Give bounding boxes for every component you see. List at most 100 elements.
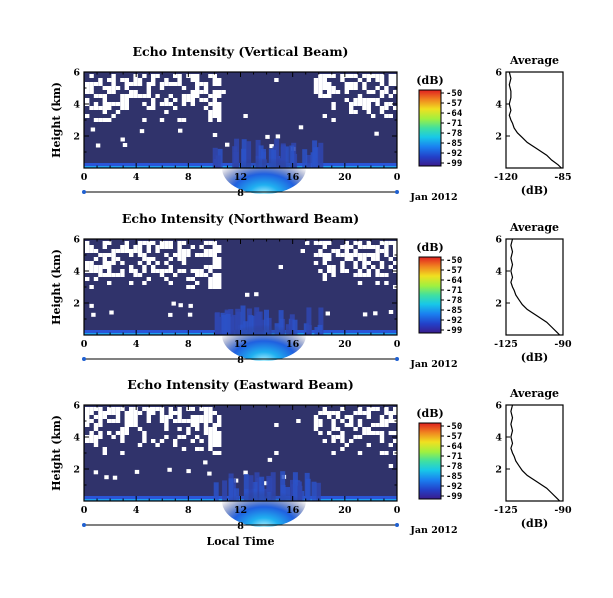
no-data-cell <box>384 411 389 415</box>
no-data-cell <box>186 249 191 253</box>
no-data-cell <box>322 407 327 411</box>
no-data-cell <box>155 94 160 98</box>
day-axis-marker <box>395 357 399 361</box>
no-data-cell <box>85 277 90 281</box>
no-data-cell <box>151 106 156 110</box>
no-data-cell <box>379 78 385 82</box>
colorbar-tick-label: -85 <box>446 472 462 482</box>
no-data-cell <box>353 273 358 277</box>
no-data-cell <box>159 419 165 423</box>
x-tick-label: 16 <box>286 339 300 350</box>
no-data-cell <box>340 419 345 423</box>
no-data-cell <box>357 273 363 277</box>
no-data-cell <box>107 102 112 106</box>
no-data-cell <box>357 423 363 427</box>
average-line <box>510 404 561 502</box>
no-data-cell <box>318 423 323 427</box>
average-y-tick-label: 6 <box>495 401 502 412</box>
no-data-cell <box>85 114 90 118</box>
no-data-cell <box>93 265 99 269</box>
no-data-cell <box>107 261 112 265</box>
no-data-cell <box>137 241 143 245</box>
no-data-cell <box>217 277 222 281</box>
no-data-cell <box>362 98 367 102</box>
no-data-cell <box>349 86 354 90</box>
no-data-cell <box>353 241 358 245</box>
no-data-cell <box>107 265 112 269</box>
heatmap <box>84 405 398 527</box>
average-frame <box>505 238 564 336</box>
no-data-cell <box>353 411 358 415</box>
no-data-cell <box>190 74 195 78</box>
no-data-cell <box>93 269 99 273</box>
no-data-cell <box>199 439 204 443</box>
no-data-cell <box>146 90 151 94</box>
no-data-cell <box>173 443 178 447</box>
no-data-cell <box>208 249 213 253</box>
no-data-cell <box>93 423 99 427</box>
no-data-cell <box>195 74 200 78</box>
no-data-cell <box>274 423 279 427</box>
no-data-cell <box>120 249 125 253</box>
no-data-cell <box>217 285 222 289</box>
no-data-cell <box>146 86 151 90</box>
no-data-cell <box>212 273 217 277</box>
no-data-cell <box>375 78 380 82</box>
no-data-cell <box>344 90 349 94</box>
no-data-cell <box>353 98 358 102</box>
no-data-cell <box>177 241 182 245</box>
no-data-cell <box>375 423 380 427</box>
no-data-cell <box>102 102 107 106</box>
no-data-cell <box>379 415 385 419</box>
no-data-cell <box>142 257 147 261</box>
chart-title: Echo Intensity (Eastward Beam) <box>127 377 354 392</box>
no-data-cell <box>85 86 90 90</box>
no-data-cell <box>349 423 354 427</box>
no-data-cell <box>366 98 371 102</box>
colorbar-tick-label: -64 <box>446 109 463 119</box>
no-data-cell <box>375 249 380 253</box>
no-data-cell <box>89 303 94 308</box>
no-data-cell <box>142 118 147 122</box>
no-data-cell <box>120 427 125 431</box>
no-data-cell <box>85 411 90 415</box>
no-data-cell <box>384 241 389 245</box>
colorbar-tick-label: -99 <box>446 326 462 336</box>
no-data-cell <box>146 82 151 86</box>
no-data-cell <box>349 82 354 86</box>
y-tick-label: 2 <box>73 465 80 476</box>
no-data-cell <box>344 269 349 273</box>
no-data-cell <box>327 269 332 273</box>
no-data-cell <box>375 253 380 257</box>
no-data-cell <box>217 102 222 106</box>
no-data-cell <box>362 86 367 90</box>
no-data-cell <box>111 411 116 415</box>
average-y-tick-label: 2 <box>495 465 502 476</box>
no-data-cell <box>379 249 385 253</box>
no-data-cell <box>120 451 125 455</box>
colorbar-tick-label: -64 <box>446 442 463 452</box>
no-data-cell <box>322 261 327 265</box>
x-tick-label: 16 <box>286 172 300 183</box>
y-tick-label: 6 <box>73 68 80 79</box>
no-data-cell <box>109 310 114 315</box>
no-data-cell <box>93 118 99 122</box>
colorbar-tick-label: -92 <box>446 482 462 492</box>
no-data-cell <box>102 118 107 122</box>
no-data-cell <box>366 74 371 78</box>
no-data-cell <box>124 94 129 98</box>
no-data-cell <box>217 257 222 261</box>
no-data-cell <box>177 435 182 439</box>
no-data-cell <box>159 245 165 249</box>
no-data-cell <box>146 257 151 261</box>
no-data-cell <box>129 407 134 411</box>
no-data-cell <box>107 407 112 411</box>
no-data-cell <box>384 114 389 118</box>
no-data-cell <box>340 447 345 451</box>
no-data-cell <box>393 82 398 86</box>
y-axis-label: Height (km) <box>50 249 63 325</box>
no-data-cell <box>203 241 209 245</box>
no-data-cell <box>362 82 367 86</box>
no-data-cell <box>371 245 376 249</box>
no-data-cell <box>379 90 385 94</box>
